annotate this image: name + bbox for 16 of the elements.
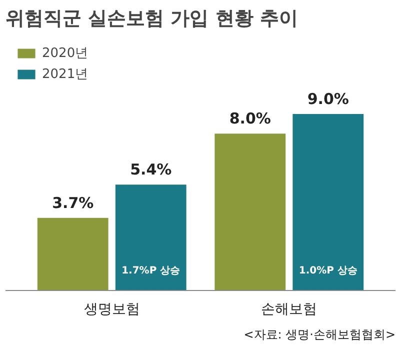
bar [37, 218, 108, 290]
x-tick-label: 손해보험 [261, 302, 318, 318]
bar [115, 184, 186, 290]
data-label: 5.4% [130, 160, 172, 179]
legend-label: 2020년 [42, 45, 88, 62]
data-label: 9.0% [307, 90, 349, 108]
data-label: 8.0% [229, 110, 271, 128]
annotation: 1.7%P 상승 [122, 266, 180, 276]
bar [292, 114, 364, 290]
legend-label: 2021년 [42, 66, 88, 83]
x-tick-label: 생명보험 [84, 302, 140, 318]
bar [214, 134, 286, 290]
data-label: 3.7% [52, 194, 94, 212]
annotation: 1.0%P 상승 [298, 266, 358, 276]
text: <자료: 생명·손해보험협회> [244, 328, 396, 342]
chart-title: 위험직군 실손보험 가입 현황 추이 [6, 8, 298, 30]
